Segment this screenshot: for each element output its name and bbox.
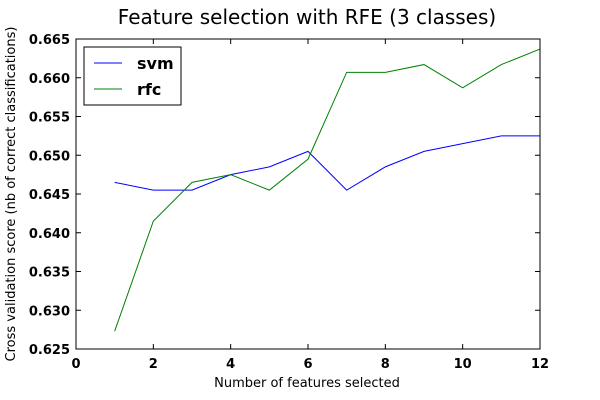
y-tick-label: 0.650	[29, 149, 70, 164]
series-line-svm	[114, 135, 540, 191]
x-axis-label: Number of features selected	[214, 376, 400, 391]
y-tick-label: 0.645	[29, 188, 70, 203]
legend-box	[83, 46, 182, 106]
x-axis: 0 2 4 6 8 10 12	[71, 39, 549, 372]
y-tick-label: 0.630	[29, 304, 70, 319]
x-tick-label: 8	[381, 357, 390, 372]
y-tick-label: 0.635	[29, 266, 70, 281]
legend-label-svm: svm	[137, 54, 174, 73]
series-line-rfc	[114, 48, 541, 332]
y-axis: 0.625 0.630 0.635 0.640 0.645 0.650 0.655 0.660…	[29, 33, 540, 358]
legend: svm rfc	[83, 46, 182, 106]
y-tick-label: 0.640	[29, 227, 70, 242]
x-tick-label: 4	[226, 357, 235, 372]
x-tick-label: 10	[454, 357, 472, 372]
y-tick-label: 0.655	[29, 111, 70, 126]
legend-label-rfc: rfc	[137, 80, 161, 99]
y-axis-label: Cross validation score (nb of correct cl…	[4, 27, 19, 362]
plot-series	[114, 48, 541, 332]
y-tick-label: 0.660	[29, 72, 70, 87]
chart-title: Feature selection with RFE (3 classes)	[118, 5, 496, 29]
x-tick-label: 2	[149, 357, 158, 372]
x-tick-label: 12	[531, 357, 549, 372]
x-tick-label: 6	[303, 357, 312, 372]
y-tick-label: 0.665	[29, 33, 70, 48]
x-tick-label: 0	[71, 357, 80, 372]
y-tick-label: 0.625	[29, 343, 70, 358]
